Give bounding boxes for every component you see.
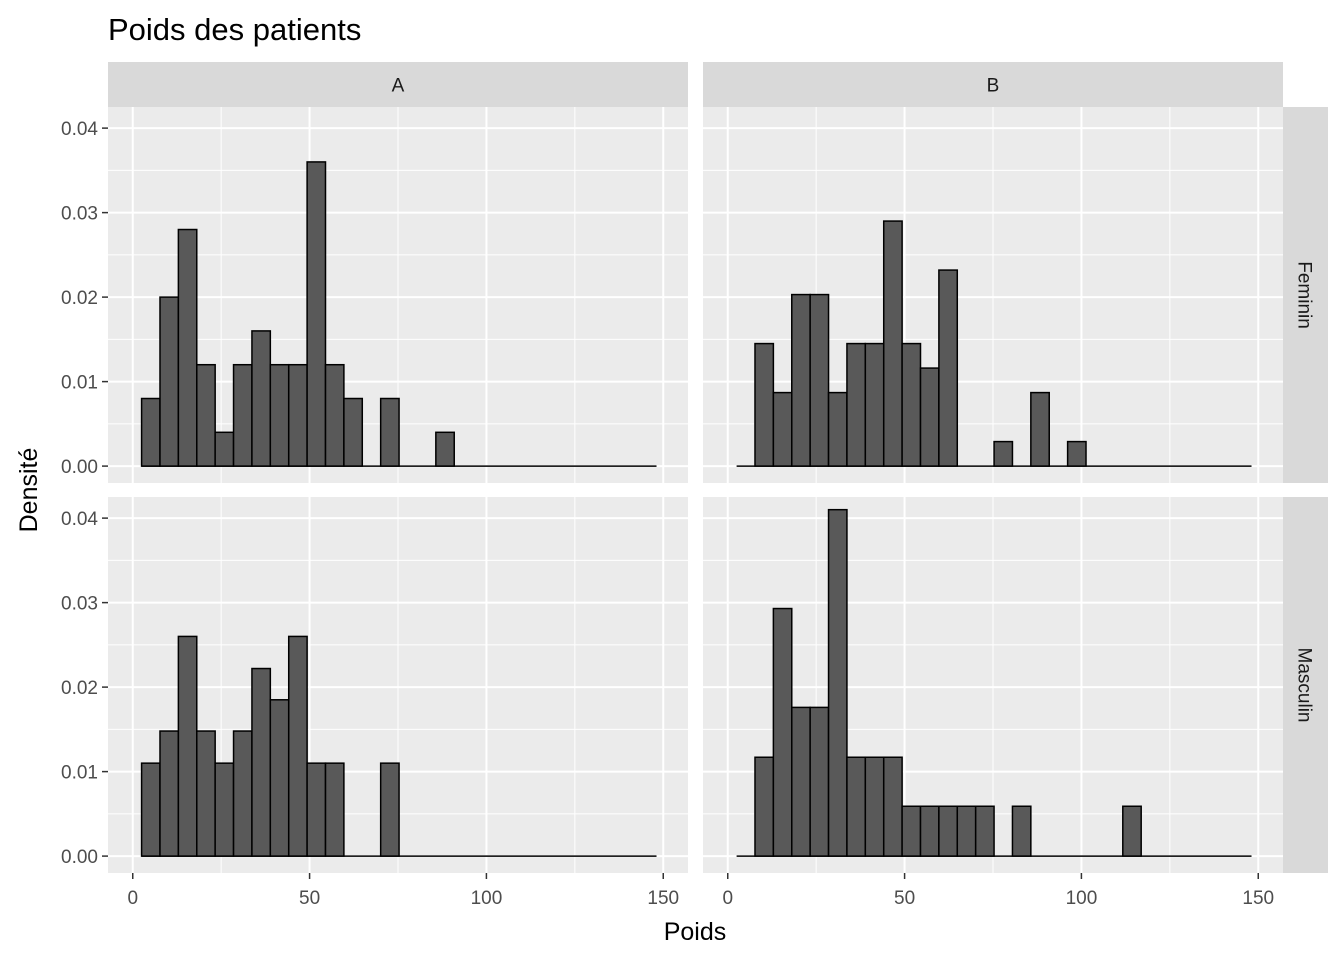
histogram-bar bbox=[919, 367, 940, 467]
histogram-bar bbox=[306, 762, 327, 857]
x-tick-label: 50 bbox=[299, 888, 320, 909]
strip-background bbox=[1283, 497, 1328, 873]
histogram-bar bbox=[754, 756, 775, 857]
x-tick-label: 150 bbox=[647, 888, 679, 909]
strip-background bbox=[1283, 107, 1328, 483]
panels-layer: A B Feminin Masculin bbox=[108, 62, 1328, 873]
histogram-bar bbox=[251, 330, 272, 467]
chart-title: Poids des patients bbox=[108, 12, 361, 47]
histogram-bar bbox=[809, 706, 830, 857]
y-tick-label: 0.01 bbox=[61, 763, 98, 784]
histogram-bar bbox=[159, 296, 180, 467]
panel-a-masculin bbox=[108, 497, 688, 873]
x-tick-label: 100 bbox=[1066, 888, 1098, 909]
histogram-bar bbox=[379, 762, 400, 857]
histogram-bar bbox=[269, 699, 290, 857]
panel-b-feminin bbox=[703, 107, 1283, 483]
y-tick-label: 0.02 bbox=[61, 288, 98, 309]
histogram-bar bbox=[882, 756, 903, 857]
histogram-bar bbox=[287, 635, 308, 857]
histogram-bar bbox=[754, 342, 775, 467]
x-tick-label: 150 bbox=[1242, 888, 1274, 909]
histogram-bar bbox=[1030, 391, 1050, 467]
histogram-bar bbox=[919, 805, 940, 857]
histogram-bar bbox=[177, 228, 198, 467]
histogram-bar bbox=[214, 431, 235, 467]
strip-background bbox=[108, 62, 688, 107]
x-axis-title: Poids bbox=[664, 918, 727, 946]
histogram-bar bbox=[938, 269, 959, 467]
histogram-bar bbox=[1122, 805, 1142, 857]
histogram-bar bbox=[864, 756, 885, 857]
histogram-bar bbox=[901, 805, 922, 857]
strip-label: Masculin bbox=[1294, 648, 1315, 723]
panel-a-feminin bbox=[108, 107, 688, 483]
y-tick-label: 0.03 bbox=[61, 594, 98, 615]
strip-label: B bbox=[987, 76, 1000, 97]
histogram-bar bbox=[196, 730, 216, 857]
histogram-bar bbox=[1066, 440, 1087, 467]
histogram-bar bbox=[214, 762, 235, 857]
x-axis: 0 50 100 150 0 50 100 150 bbox=[127, 873, 1274, 909]
y-tick-label: 0.02 bbox=[61, 678, 98, 699]
facet-strip-b: B bbox=[703, 62, 1283, 107]
y-tick-label: 0.01 bbox=[61, 373, 98, 394]
x-tick-label: 100 bbox=[471, 888, 503, 909]
strip-label: Feminin bbox=[1294, 261, 1315, 329]
histogram-bar bbox=[269, 363, 290, 467]
strip-background bbox=[703, 62, 1283, 107]
panel-b-masculin bbox=[703, 497, 1283, 873]
x-tick-label: 50 bbox=[894, 888, 915, 909]
y-tick-label: 0.03 bbox=[61, 204, 98, 225]
histogram-bar bbox=[140, 762, 161, 857]
histogram-bar bbox=[379, 397, 400, 467]
histogram-bar bbox=[324, 363, 345, 467]
histogram-bar bbox=[772, 391, 793, 467]
histogram-bar bbox=[306, 161, 327, 467]
histogram-bar bbox=[791, 706, 811, 857]
histogram-bar bbox=[287, 363, 308, 467]
y-axis-title: Densité bbox=[15, 448, 43, 533]
histogram-bar bbox=[993, 440, 1014, 467]
histogram-bar bbox=[791, 293, 811, 467]
x-tick-label: 0 bbox=[722, 888, 733, 909]
y-axis: 0.00 0.01 0.02 0.03 0.04 0.00 0.01 0.02 0.03 0.04 bbox=[61, 119, 108, 868]
facet-strip-a: A bbox=[108, 62, 688, 107]
histogram-bar bbox=[809, 293, 830, 467]
histogram-bar bbox=[956, 805, 977, 857]
histogram-bar bbox=[974, 805, 995, 857]
facet-strip-masculin: Masculin bbox=[1283, 497, 1328, 873]
histogram-bar bbox=[882, 220, 903, 467]
histogram-bar bbox=[159, 730, 180, 857]
histogram-bar bbox=[846, 756, 867, 857]
histogram-bar bbox=[324, 762, 345, 857]
histogram-bar bbox=[846, 342, 867, 467]
histogram-bar bbox=[827, 391, 848, 467]
x-tick-label: 0 bbox=[127, 888, 138, 909]
histogram-bar bbox=[196, 363, 216, 467]
histogram-bar bbox=[435, 431, 455, 467]
histogram-bar bbox=[232, 363, 253, 467]
histogram-bar bbox=[343, 397, 364, 467]
y-tick-label: 0.00 bbox=[61, 457, 98, 478]
histogram-bar bbox=[232, 730, 253, 857]
facet-strip-feminin: Feminin bbox=[1283, 107, 1328, 483]
y-tick-label: 0.00 bbox=[61, 847, 98, 868]
strip-label: A bbox=[392, 76, 405, 97]
histogram-bar bbox=[938, 805, 959, 857]
histogram-bar bbox=[901, 342, 922, 467]
y-tick-label: 0.04 bbox=[61, 119, 98, 140]
y-tick-label: 0.04 bbox=[61, 509, 98, 530]
histogram-bar bbox=[864, 342, 885, 467]
histogram-bar bbox=[140, 397, 161, 467]
histogram-bar bbox=[772, 607, 793, 857]
histogram-bar bbox=[827, 508, 848, 857]
histogram-bar bbox=[1011, 805, 1032, 857]
histogram-bar bbox=[177, 635, 198, 857]
histogram-bar bbox=[251, 667, 272, 857]
